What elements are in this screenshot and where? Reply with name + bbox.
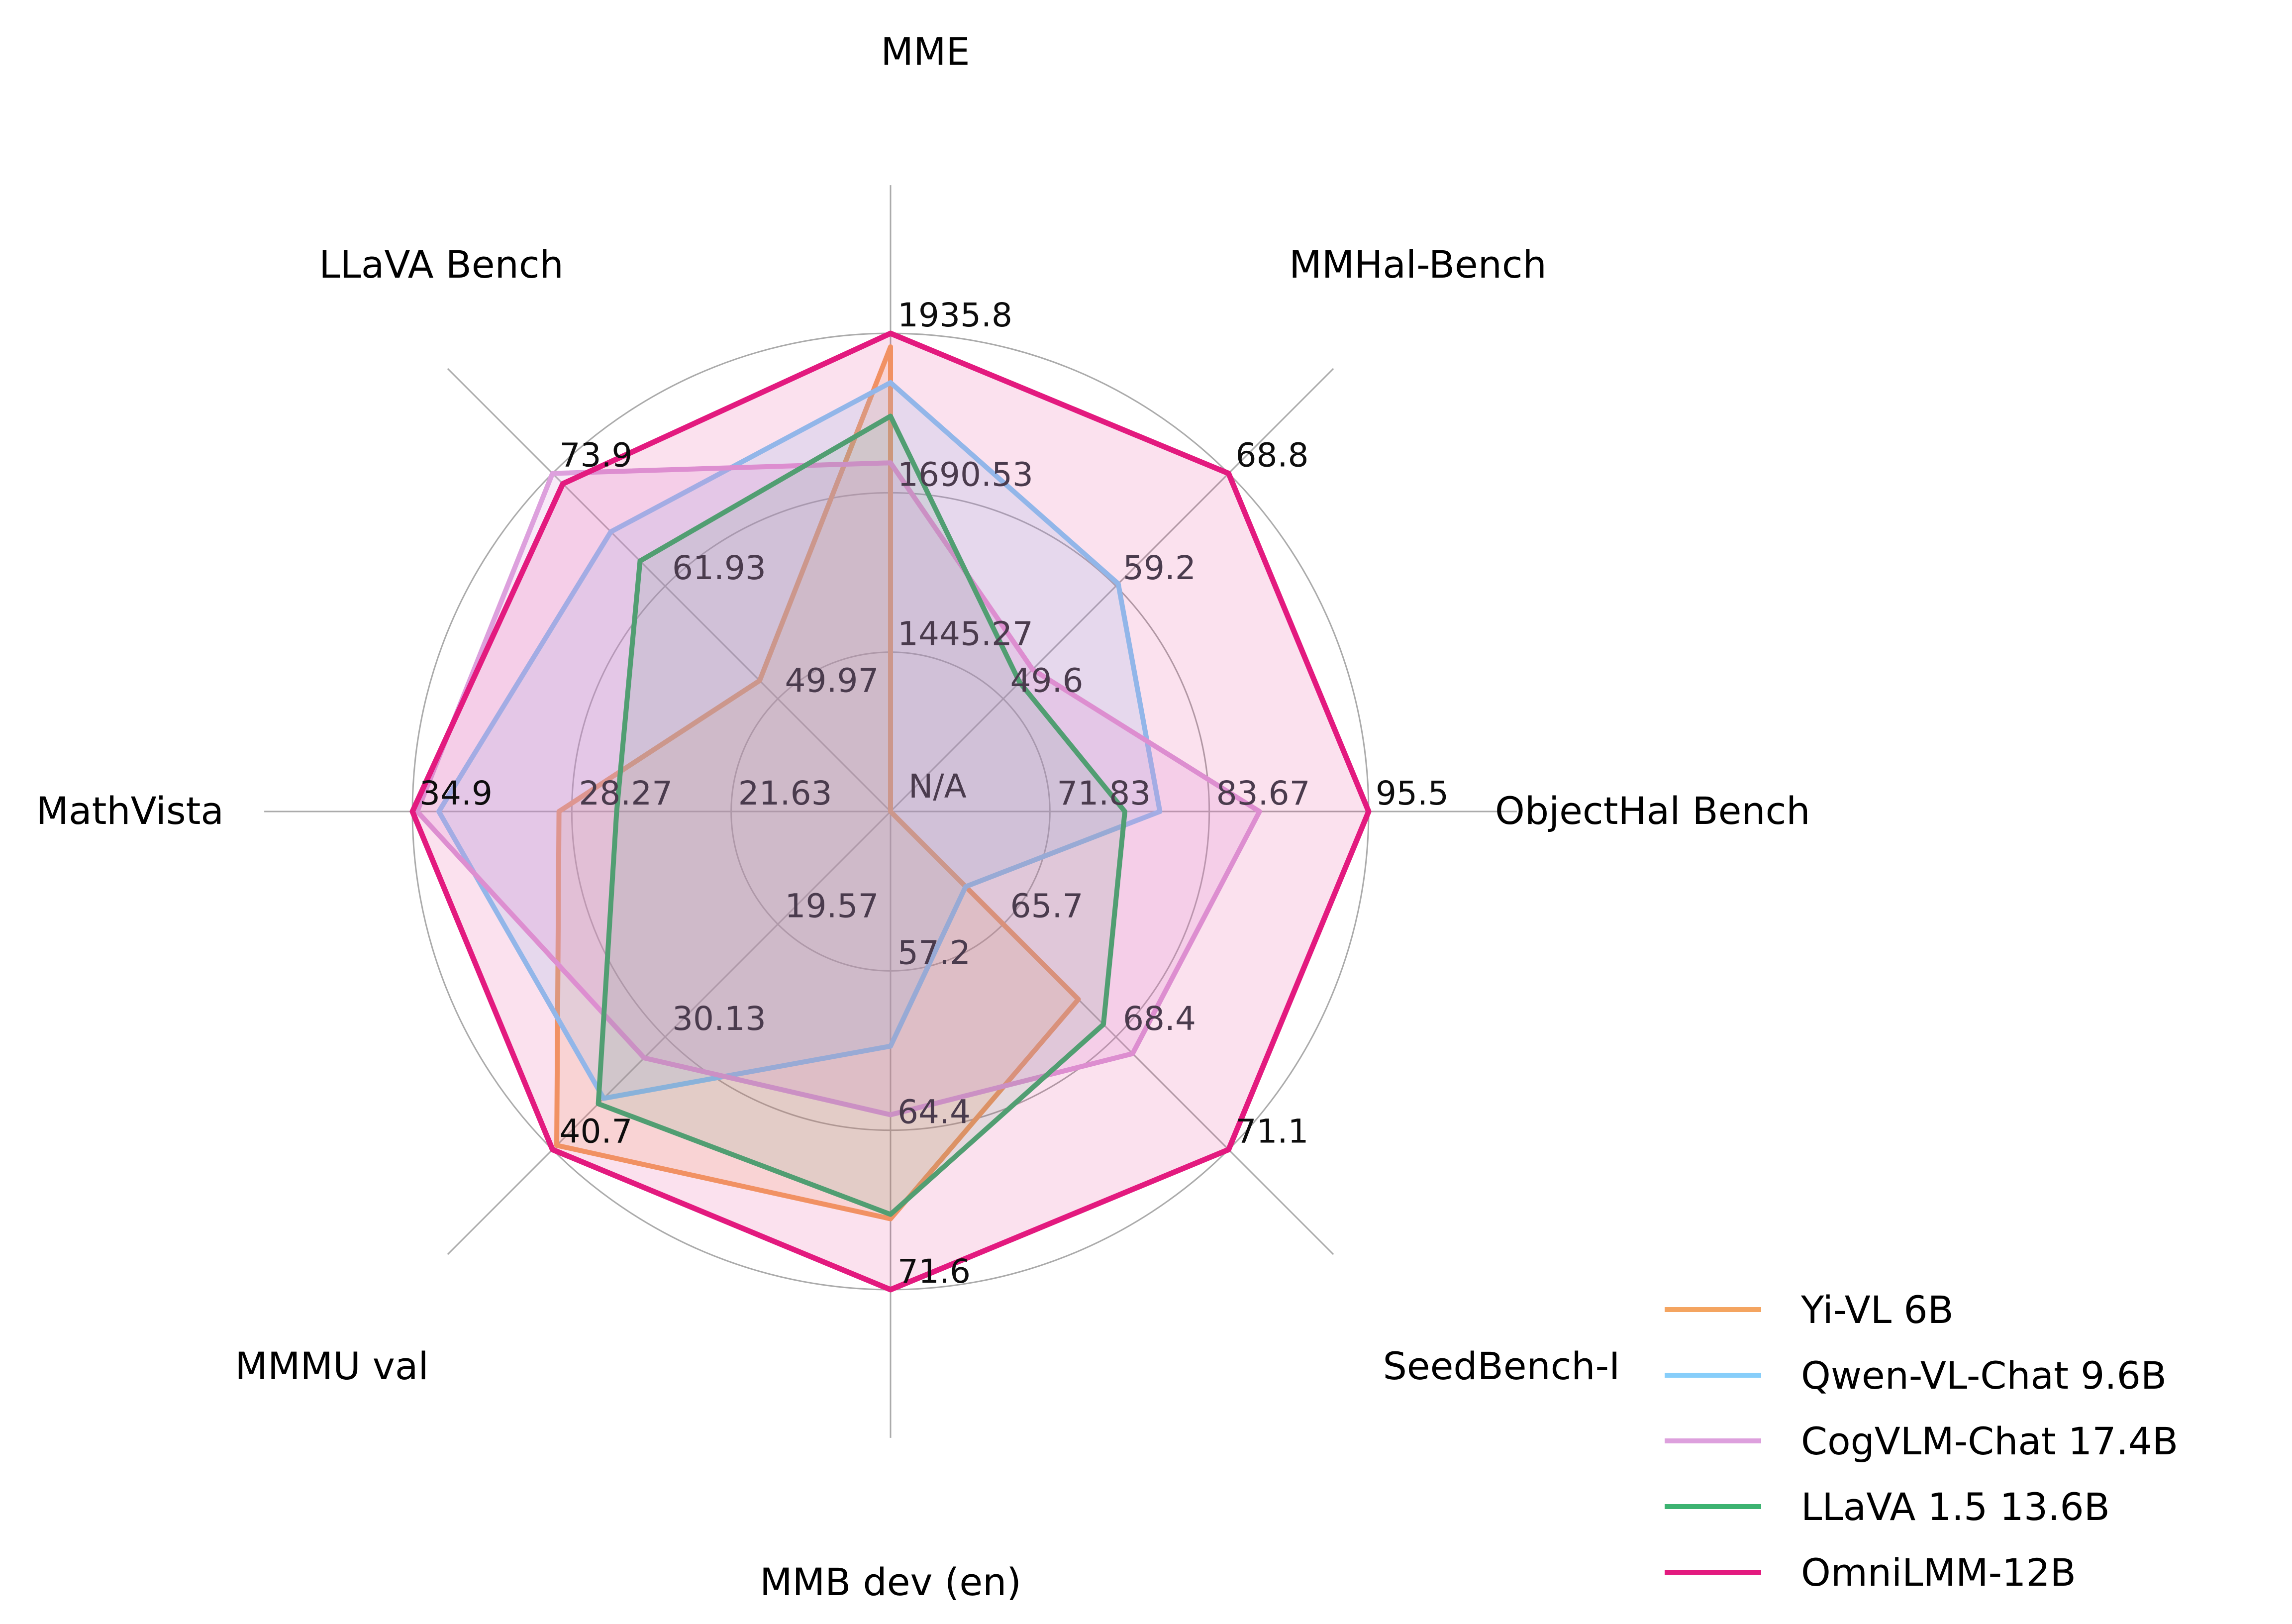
tick-label-seedbench-i-1: 65.7 (1010, 887, 1084, 925)
legend-item-omnilmm-12b: OmniLMM-12B (1665, 1550, 2076, 1595)
axis-label-mmmu-val: MMMU val (235, 1344, 428, 1388)
axis-label-llava-bench: LLaVA Bench (319, 242, 564, 287)
radar-polygon-cogvlm-chat-17-4b (414, 460, 1262, 1117)
tick-label-mathvista-2: 28.27 (579, 774, 673, 812)
radar-fill-omnilmm-12b (412, 333, 1369, 1290)
legend-item-llava-1-5-13-6b: LLaVA 1.5 13.6B (1665, 1485, 2110, 1529)
tick-label-seedbench-i-3: 71.1 (1236, 1113, 1309, 1151)
tick-label-seedbench-i-2: 68.4 (1123, 1000, 1196, 1038)
legend-item-qwen-vl-chat-9-6b: Qwen-VL-Chat 9.6B (1665, 1353, 2167, 1398)
tick-label-mmhal-bench-3: 68.8 (1236, 436, 1309, 474)
tick-label-mathvista-3: 34.9 (419, 774, 493, 812)
radar-polygon-qwen-vl-chat-9-6b (436, 380, 1163, 1101)
tick-label-llava-bench-1: 49.97 (785, 661, 879, 700)
axis-label-mme: MME (881, 29, 970, 74)
axis-label-mmhal-bench: MMHal-Bench (1289, 242, 1547, 287)
tick-label-mmb-dev-en-3: 71.6 (897, 1252, 971, 1291)
radar-fill-cogvlm-chat-17-4b (417, 463, 1260, 1115)
axis-spoke-mmhal-bench (890, 368, 1334, 812)
legend-label-yi-vl-6b: Yi-VL 6B (1800, 1288, 1954, 1332)
tick-label-mmb-dev-en-1: 57.2 (897, 933, 971, 972)
tick-label-mmmu-val-1: 19.57 (785, 887, 879, 925)
center-na-label: N/A (908, 767, 967, 806)
tick-label-mmmu-val-3: 40.7 (559, 1113, 632, 1151)
radar-polygon-yi-vl-6b (554, 344, 1081, 1221)
legend-item-cogvlm-chat-17-4b: CogVLM-Chat 17.4B (1665, 1419, 2178, 1463)
tick-label-mmb-dev-en-2: 64.4 (897, 1093, 971, 1131)
legend-item-yi-vl-6b: Yi-VL 6B (1665, 1288, 1954, 1332)
radar-fill-yi-vl-6b (557, 347, 1079, 1219)
tick-label-mme-1: 1445.27 (897, 615, 1033, 653)
tick-label-llava-bench-2: 61.93 (672, 549, 766, 587)
tick-label-objecthal-bench-3: 95.5 (1376, 774, 1449, 812)
radar-fill-qwen-vl-chat-9-6b (439, 383, 1160, 1099)
tick-label-mme-3: 1935.8 (897, 296, 1012, 334)
axis-label-objecthal-bench: ObjectHal Bench (1495, 789, 1810, 833)
legend-label-omnilmm-12b: OmniLMM-12B (1801, 1550, 2076, 1595)
axis-label-mmb-dev-en: MMB dev (en) (760, 1560, 1021, 1604)
tick-label-mmhal-bench-2: 59.2 (1123, 549, 1196, 587)
axis-spoke-mmmu-val (447, 811, 892, 1255)
tick-label-mathvista-1: 21.63 (738, 774, 832, 812)
legend-label-qwen-vl-chat-9-6b: Qwen-VL-Chat 9.6B (1801, 1353, 2167, 1398)
axis-label-seedbench-i: SeedBench-I (1383, 1344, 1620, 1388)
tick-label-objecthal-bench-2: 83.67 (1216, 774, 1310, 812)
tick-label-mmmu-val-2: 30.13 (672, 1000, 766, 1038)
legend-label-cogvlm-chat-17-4b: CogVLM-Chat 17.4B (1801, 1419, 2178, 1463)
legend-label-llava-1-5-13-6b: LLaVA 1.5 13.6B (1801, 1485, 2110, 1529)
legend: Yi-VL 6B Qwen-VL-Chat 9.6B CogVLM-Chat 17.… (1665, 1288, 2178, 1595)
axis-label-mathvista: MathVista (36, 789, 224, 833)
axis-spoke-llava-bench (447, 368, 892, 812)
tick-label-mme-2: 1690.53 (897, 455, 1033, 494)
radar-polygon-omnilmm-12b (409, 330, 1372, 1293)
tick-label-objecthal-bench-1: 71.83 (1057, 774, 1151, 812)
radar-polygon-llava-1-5-13-6b (596, 413, 1127, 1217)
tick-label-llava-bench-3: 73.9 (559, 436, 632, 474)
tick-label-mmhal-bench-1: 49.6 (1010, 661, 1084, 700)
radar-fill-llava-1-5-13-6b (598, 416, 1125, 1215)
